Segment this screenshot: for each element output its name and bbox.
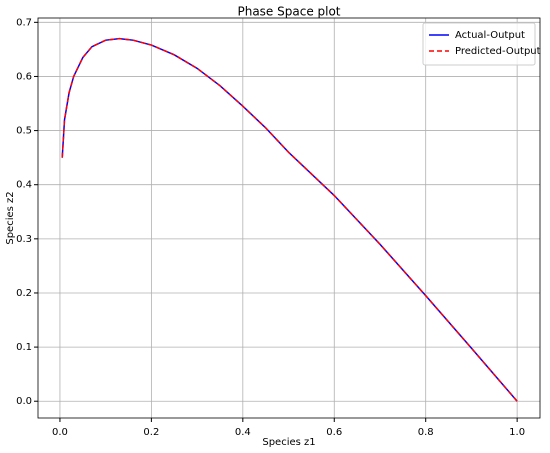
legend-box <box>422 22 536 66</box>
x-tick-label: 0.4 <box>235 427 251 438</box>
y-tick-label: 0.4 <box>16 180 32 191</box>
y-tick-label: 0.3 <box>16 234 32 245</box>
legend-label: Actual-Output <box>455 30 525 41</box>
plot-frame <box>37 17 541 419</box>
y-axis-label: Species z2 <box>5 191 16 244</box>
y-tick-label: 0.1 <box>16 342 32 353</box>
x-tick-label: 0.8 <box>418 427 434 438</box>
y-tick-label: 0.2 <box>16 288 32 299</box>
y-tick-label: 0.0 <box>16 396 32 407</box>
x-tick-label: 0.6 <box>326 427 342 438</box>
y-tick-label: 0.5 <box>16 126 32 137</box>
legend-label: Predicted-Output <box>455 46 541 57</box>
x-tick-label: 0.2 <box>143 427 159 438</box>
x-tick-label: 0.0 <box>52 427 68 438</box>
y-tick-label: 0.7 <box>16 17 32 28</box>
x-tick-label: 1.0 <box>509 427 525 438</box>
y-tick-label: 0.6 <box>16 71 32 82</box>
data-line <box>61 37 518 402</box>
x-axis-label: Species z1 <box>262 437 315 448</box>
chart-title: Phase Space plot <box>237 5 340 19</box>
